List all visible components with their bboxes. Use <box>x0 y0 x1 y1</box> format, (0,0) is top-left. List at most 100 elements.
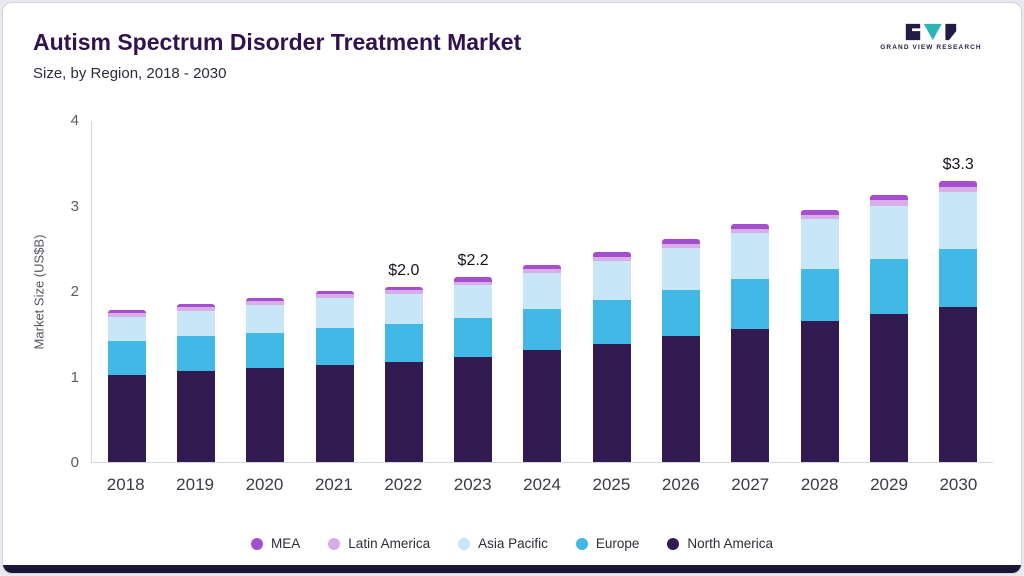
legend-item-asia_pacific[interactable]: Asia Pacific <box>458 536 548 551</box>
bar-segment-asia_pacific[interactable] <box>592 261 631 300</box>
bar-segment-latin_america[interactable] <box>384 290 423 294</box>
bar-segment-mea[interactable] <box>869 195 908 201</box>
bar-segment-north_america[interactable] <box>731 328 770 462</box>
bar-segment-mea[interactable] <box>246 297 285 302</box>
bar-segment-asia_pacific[interactable] <box>107 316 146 341</box>
bar-group-2023: $2.2 <box>454 121 493 462</box>
bar-segment-north_america[interactable] <box>662 336 701 462</box>
bar-segment-asia_pacific[interactable] <box>800 219 839 269</box>
legend-dot <box>667 537 680 550</box>
bar-group-2025 <box>592 121 631 462</box>
bar-stack[interactable] <box>523 264 562 462</box>
bar-segment-asia_pacific[interactable] <box>523 273 562 309</box>
bar-segment-latin_america[interactable] <box>107 313 146 317</box>
bar-segment-north_america[interactable] <box>869 314 908 462</box>
bar-segment-europe[interactable] <box>107 340 146 375</box>
bar-segment-europe[interactable] <box>800 268 839 321</box>
legend-item-mea[interactable]: MEA <box>251 536 300 551</box>
bar-segment-asia_pacific[interactable] <box>731 232 770 280</box>
bar-segment-europe[interactable] <box>176 336 215 371</box>
plot-area: $2.0 $2.2 $3.3 <box>91 121 993 463</box>
x-axis-label-2020: 2020 <box>245 475 284 494</box>
bar-segment-asia_pacific[interactable] <box>939 191 978 250</box>
bar-segment-mea[interactable] <box>315 291 354 295</box>
bar-stack[interactable] <box>315 291 354 462</box>
bar-stack[interactable] <box>800 209 839 462</box>
bar-segment-north_america[interactable] <box>107 374 146 462</box>
legend-item-north_america[interactable]: North America <box>667 536 773 551</box>
bar-segment-mea[interactable] <box>662 238 701 244</box>
bar-segment-asia_pacific[interactable] <box>869 205 908 260</box>
bar-stack[interactable] <box>662 238 701 462</box>
legend-item-latin_america[interactable]: Latin America <box>328 536 430 551</box>
legend-label: Latin America <box>348 536 431 551</box>
x-axis-label-2029: 2029 <box>870 475 908 494</box>
bar-segment-mea[interactable] <box>731 224 770 229</box>
bar-segment-europe[interactable] <box>592 299 631 344</box>
bar-segment-asia_pacific[interactable] <box>176 310 215 337</box>
bar-segment-latin_america[interactable] <box>246 301 285 305</box>
x-axis-label-2023: 2023 <box>453 475 492 494</box>
bar-stack[interactable] <box>454 277 493 462</box>
bar-segment-europe[interactable] <box>454 317 493 357</box>
y-tick-label: 3 <box>70 197 79 215</box>
bar-segment-latin_america[interactable] <box>315 294 354 298</box>
bar-segment-mea[interactable] <box>523 264 562 269</box>
bar-segment-europe[interactable] <box>869 259 908 315</box>
bar-stack[interactable] <box>176 303 215 462</box>
bar-segment-latin_america[interactable] <box>523 268 562 274</box>
bar-group-2024 <box>523 121 562 462</box>
bar-stack[interactable] <box>384 286 423 462</box>
bar-segment-north_america[interactable] <box>176 370 215 462</box>
bar-segment-north_america[interactable] <box>939 307 978 462</box>
bar-segment-europe[interactable] <box>731 279 770 329</box>
bar-segment-north_america[interactable] <box>800 320 839 462</box>
bar-segment-latin_america[interactable] <box>939 186 978 192</box>
bar-stack[interactable] <box>246 297 285 462</box>
bar-segment-europe[interactable] <box>315 327 354 365</box>
bar-stack[interactable] <box>592 252 631 462</box>
bar-stack[interactable] <box>939 180 978 462</box>
bar-segment-mea[interactable] <box>107 309 146 314</box>
bar-segment-europe[interactable] <box>939 249 978 308</box>
bar-stack[interactable] <box>731 224 770 462</box>
legend-item-europe[interactable]: Europe <box>575 536 640 551</box>
bar-segment-mea[interactable] <box>939 180 978 187</box>
bar-segment-europe[interactable] <box>384 324 423 362</box>
bar-segment-asia_pacific[interactable] <box>454 285 493 318</box>
bar-segment-north_america[interactable] <box>315 364 354 462</box>
bar-segment-asia_pacific[interactable] <box>662 248 701 291</box>
bar-segment-asia_pacific[interactable] <box>246 304 285 333</box>
y-tick-label: 1 <box>70 368 79 386</box>
bar-segment-north_america[interactable] <box>384 362 423 462</box>
legend-label: North America <box>687 536 773 551</box>
bar-segment-mea[interactable] <box>592 252 631 257</box>
bar-segment-north_america[interactable] <box>523 350 562 462</box>
bar-segment-north_america[interactable] <box>592 344 631 462</box>
legend-label: Europe <box>595 536 640 551</box>
bar-segment-europe[interactable] <box>662 290 701 337</box>
bar-segment-asia_pacific[interactable] <box>315 297 354 328</box>
bar-stack[interactable] <box>107 309 146 462</box>
bar-segment-latin_america[interactable] <box>176 307 215 311</box>
bar-stack[interactable] <box>869 195 908 462</box>
bar-segment-asia_pacific[interactable] <box>384 293 423 325</box>
bar-segment-europe[interactable] <box>246 332 285 368</box>
bar-segment-latin_america[interactable] <box>454 281 493 286</box>
bar-segment-latin_america[interactable] <box>731 228 770 233</box>
bar-segment-mea[interactable] <box>384 286 423 291</box>
bar-segment-north_america[interactable] <box>454 356 493 462</box>
bar-group-2018 <box>107 121 146 462</box>
bar-segment-latin_america[interactable] <box>869 200 908 206</box>
bar-segment-latin_america[interactable] <box>662 243 701 249</box>
bar-segment-mea[interactable] <box>454 277 493 282</box>
x-axis-label-2028: 2028 <box>800 475 839 494</box>
bar-segment-mea[interactable] <box>176 303 215 308</box>
bar-segment-latin_america[interactable] <box>592 256 631 261</box>
bar-segment-mea[interactable] <box>800 209 839 215</box>
bar-segment-europe[interactable] <box>523 309 562 350</box>
bar-segment-latin_america[interactable] <box>800 214 839 220</box>
legend: MEA Latin America Asia Pacific Europe North … <box>3 536 1021 551</box>
brand-logo: GRAND VIEW RESEARCH <box>875 23 987 51</box>
bar-segment-north_america[interactable] <box>246 367 285 462</box>
